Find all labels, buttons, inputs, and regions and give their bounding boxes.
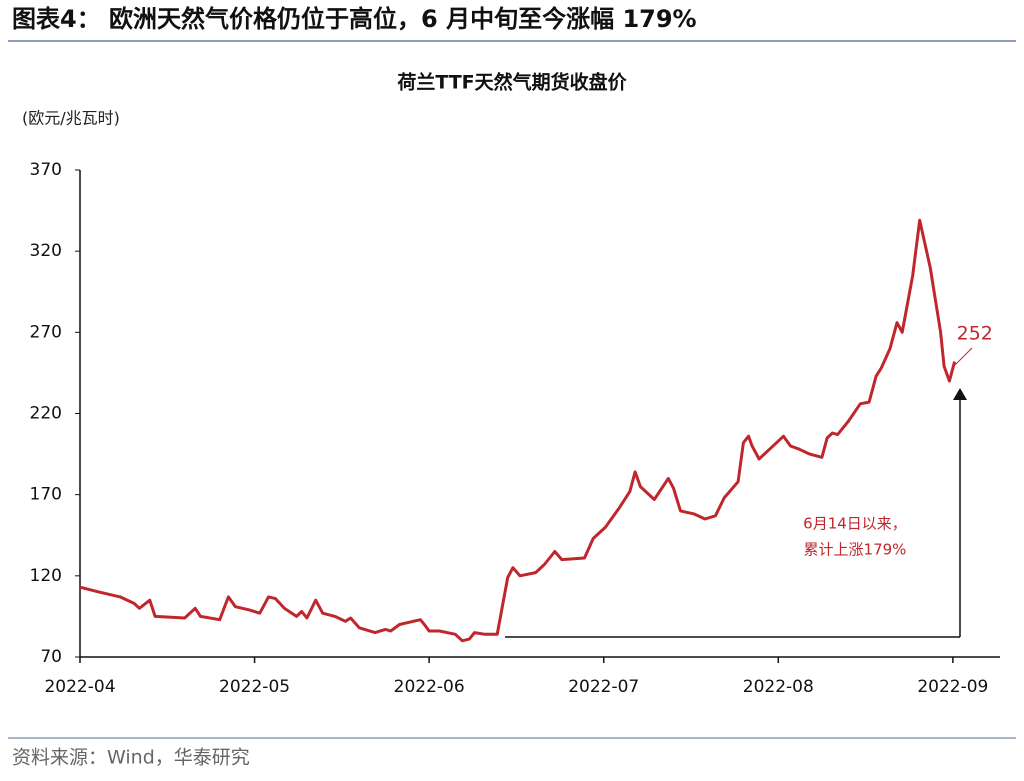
y-tick-label: 170: [30, 485, 62, 505]
price-line: [79, 218, 957, 643]
y-tick-label: 220: [30, 404, 62, 424]
source: 资料来源：Wind，华泰研究: [12, 747, 250, 769]
x-tick-label: 2022-09: [917, 677, 988, 697]
x-tick-label: 2022-07: [568, 677, 639, 697]
y-tick-label: 320: [30, 241, 62, 261]
label-leader: [954, 347, 973, 366]
y-tick-label: 270: [30, 322, 62, 342]
x-tick-label: 2022-08: [743, 677, 814, 697]
end-value-label: 252: [957, 323, 993, 345]
y-tick-label: 120: [30, 566, 62, 586]
annotation: 累计上涨179%: [804, 541, 907, 559]
y-unit: (欧元/兆瓦时): [22, 109, 120, 128]
annotation: 6月14日以来，: [803, 515, 907, 533]
y-tick-label: 370: [30, 160, 62, 180]
figure-title: 图表4： 欧洲天然气价格仍位于高位，6 月中旬至今涨幅 179%: [12, 5, 697, 33]
arrow-head: [953, 388, 967, 400]
y-tick-label: 70: [40, 647, 62, 667]
x-tick-label: 2022-05: [219, 677, 290, 697]
chart-title: 荷兰TTF天然气期货收盘价: [397, 71, 627, 94]
x-tick-label: 2022-06: [394, 677, 465, 697]
x-tick-label: 2022-04: [44, 677, 115, 697]
